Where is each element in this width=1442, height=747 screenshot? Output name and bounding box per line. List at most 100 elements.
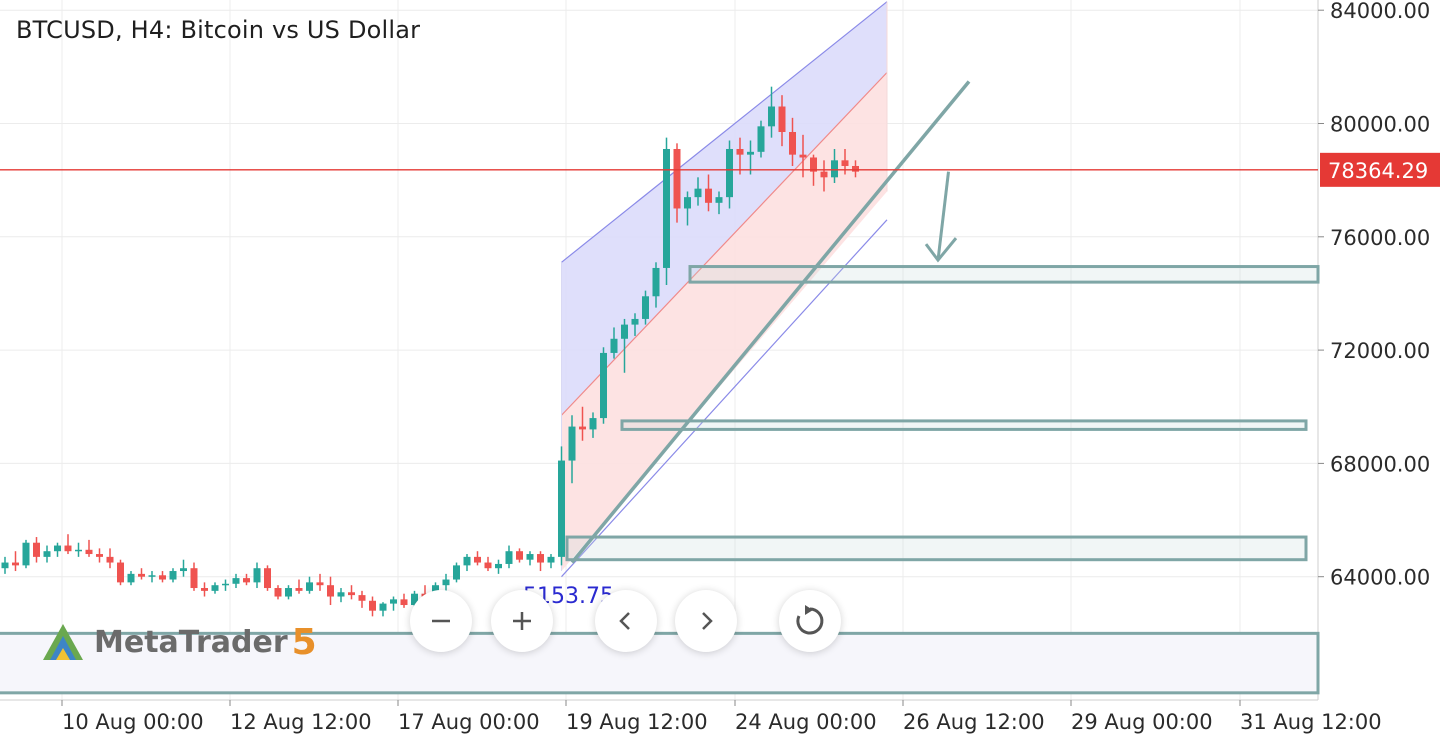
candle-body (390, 599, 397, 604)
refresh-icon (796, 605, 824, 635)
candle-body (306, 582, 313, 591)
candle-body (747, 151, 754, 155)
channel-lower-line (561, 219, 888, 578)
candle (747, 140, 754, 175)
candle-body (589, 418, 597, 430)
candle (684, 191, 691, 226)
chevron-right-icon (702, 612, 713, 630)
channel-upper-line (561, 1, 888, 263)
candle (663, 137, 670, 285)
scroll-left-button[interactable] (595, 590, 657, 652)
candle (12, 551, 19, 572)
candle-body (736, 148, 744, 155)
candle (463, 554, 471, 572)
candle (631, 313, 639, 336)
candle (474, 551, 481, 566)
candle-body (264, 568, 271, 589)
candle (778, 95, 786, 147)
candle-body (211, 585, 219, 591)
candle-body (127, 573, 135, 583)
candle-body (558, 460, 565, 557)
candle-body (831, 160, 838, 178)
plus-icon (513, 612, 531, 630)
candle (337, 588, 345, 603)
candle (390, 596, 397, 611)
candle (726, 140, 733, 209)
candle (505, 545, 513, 569)
candle-body (673, 148, 681, 209)
metatrader-logo-icon (43, 624, 83, 660)
candle (358, 590, 366, 608)
candle (831, 148, 838, 183)
candle (652, 262, 660, 308)
candle-body (274, 588, 282, 597)
candle-body (159, 575, 166, 580)
candle-body (243, 578, 250, 583)
candle (568, 415, 576, 484)
candle-body (64, 545, 72, 552)
y-tick-label: 76000.00 (1330, 226, 1430, 250)
candle (621, 318, 628, 373)
candle (201, 582, 208, 597)
candle (442, 573, 450, 591)
candle-body (201, 588, 208, 591)
candle (852, 160, 859, 178)
candle (54, 542, 61, 557)
candle-body (337, 592, 345, 597)
candle (768, 86, 775, 138)
candle (705, 174, 712, 212)
candle-body (253, 568, 261, 583)
candle (820, 160, 828, 192)
candle (694, 177, 702, 206)
chevron-left-icon (619, 612, 630, 630)
support-zone (688, 265, 1320, 284)
candle (1, 556, 9, 574)
candle-body (537, 554, 544, 563)
scroll-right-button[interactable] (675, 590, 737, 652)
candle-body (106, 556, 114, 563)
candle-body (85, 549, 93, 555)
candle-body (12, 562, 19, 566)
x-tick-label: 29 Aug 00:00 (1071, 710, 1213, 734)
candle-body (600, 352, 607, 419)
candle-body (75, 549, 82, 552)
candle (715, 191, 723, 215)
candle-body (96, 554, 103, 557)
candle-body (516, 551, 523, 560)
reset-button[interactable] (779, 590, 841, 652)
candle (348, 585, 355, 600)
candle-body (232, 578, 240, 584)
current-price-badge (1320, 152, 1440, 187)
x-tick-label: 26 Aug 12:00 (903, 710, 1045, 734)
candle-body (22, 542, 30, 566)
candle-body (138, 573, 145, 577)
candle (75, 542, 82, 557)
candle (295, 579, 303, 594)
candle-body (379, 603, 387, 611)
support-zone (620, 419, 1308, 431)
candle-body (715, 197, 723, 203)
candle (64, 534, 72, 555)
candle-body (358, 595, 366, 601)
candle (232, 573, 240, 589)
candle (642, 290, 649, 325)
candle (579, 406, 586, 441)
trendline (570, 80, 971, 564)
candle (264, 565, 271, 591)
candle-body (43, 551, 51, 557)
minus-icon (432, 619, 450, 623)
candle (526, 551, 534, 566)
candle-body (642, 296, 649, 319)
candle (243, 573, 250, 586)
candle (211, 582, 219, 594)
candle (33, 537, 40, 563)
candle-body (369, 600, 376, 611)
zoom-in-button[interactable] (491, 590, 553, 652)
candle-body (285, 588, 292, 597)
zoom-out-button[interactable] (410, 590, 472, 652)
candle (789, 117, 796, 166)
candle (757, 120, 765, 158)
candle-body (799, 154, 807, 158)
candle-body (694, 188, 702, 198)
